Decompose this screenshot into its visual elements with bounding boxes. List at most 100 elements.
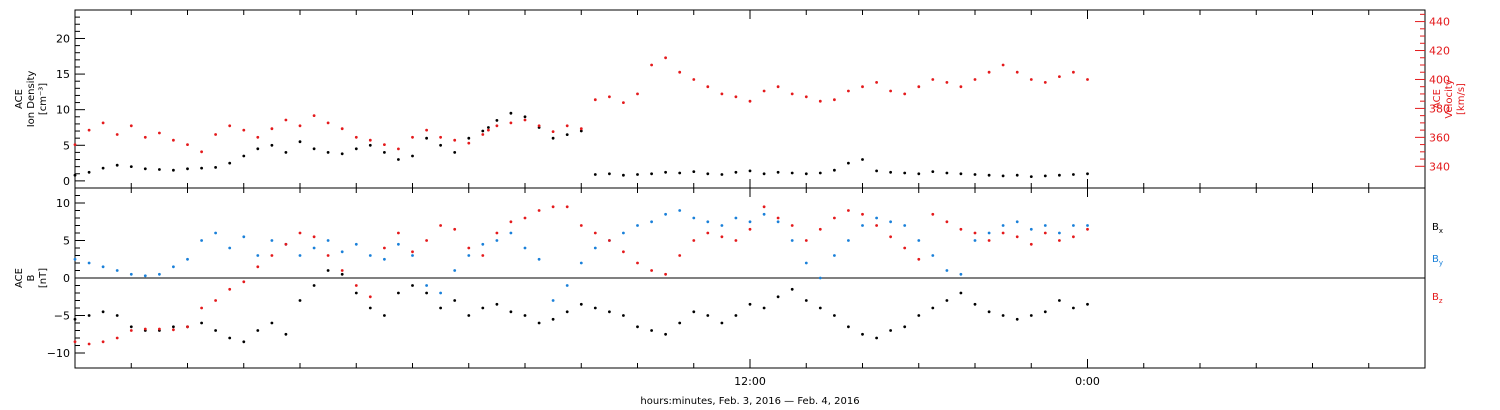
velocity-point xyxy=(537,124,541,128)
density-point xyxy=(186,167,189,171)
by-point xyxy=(186,257,189,261)
bz-point xyxy=(790,224,794,227)
bz-point xyxy=(903,246,907,250)
density-point xyxy=(861,158,864,161)
velocity-point xyxy=(692,78,696,81)
velocity-point xyxy=(256,135,260,139)
by-point xyxy=(551,299,555,302)
top-panel-frame xyxy=(74,9,1426,189)
by-point xyxy=(425,284,428,287)
bx-point xyxy=(861,332,864,336)
bx-point xyxy=(411,284,414,287)
by-point xyxy=(537,257,541,261)
bz-point xyxy=(636,261,639,265)
by-point xyxy=(256,254,260,257)
velocity-point xyxy=(87,128,91,132)
by-point xyxy=(467,254,471,257)
bz-point xyxy=(214,299,218,302)
bx-point xyxy=(608,310,611,314)
by-point xyxy=(143,274,147,278)
velocity-point xyxy=(523,118,527,122)
velocity-point xyxy=(1029,78,1033,81)
density-point xyxy=(579,129,583,133)
bz-point xyxy=(158,327,161,331)
velocity-point xyxy=(1058,75,1061,78)
density-point xyxy=(664,170,667,174)
by-point xyxy=(158,272,161,276)
bx-point xyxy=(73,317,77,321)
bz-point xyxy=(650,269,653,272)
bx-point xyxy=(1058,299,1061,302)
bz-point xyxy=(861,212,864,216)
bottom-left-tick-label: 0 xyxy=(63,272,70,285)
density-point xyxy=(467,136,471,140)
velocity-point xyxy=(186,143,189,147)
bz-point xyxy=(847,209,850,212)
bz-point xyxy=(242,280,246,284)
bottom-left-tick-label: −10 xyxy=(47,347,70,360)
by-point xyxy=(889,220,892,224)
density-point xyxy=(945,171,949,175)
velocity-point xyxy=(762,89,766,93)
by-point xyxy=(875,216,878,220)
velocity-point xyxy=(200,150,204,154)
bz-point xyxy=(931,212,935,216)
bx-point xyxy=(678,321,682,325)
legend-bz-sub: z xyxy=(1439,297,1443,305)
by-point xyxy=(509,231,513,235)
by-point xyxy=(1029,227,1033,231)
density-point xyxy=(748,169,752,173)
bottom-x-ticks xyxy=(130,188,1370,368)
density-point xyxy=(734,170,738,174)
bx-point xyxy=(903,325,907,329)
top-right-title-line3: [km/s] xyxy=(1456,83,1467,115)
legend-by: By xyxy=(1432,254,1443,267)
bx-point xyxy=(804,299,808,302)
bx-point xyxy=(453,299,457,302)
bz-point xyxy=(706,231,710,235)
bx-point xyxy=(326,269,330,272)
density-point xyxy=(340,152,344,156)
bz-point xyxy=(818,227,822,231)
legend-bx-sub: x xyxy=(1439,227,1443,235)
density-point xyxy=(411,154,414,158)
bx-point xyxy=(340,272,344,276)
by-point xyxy=(200,239,204,242)
bx-point xyxy=(228,336,232,340)
bz-point xyxy=(481,254,485,257)
bx-point xyxy=(101,310,105,314)
by-point xyxy=(833,254,836,257)
bx-point xyxy=(1072,306,1075,310)
by-point xyxy=(931,254,935,257)
top-right-tick-label: 360 xyxy=(1429,131,1450,144)
density-point xyxy=(425,136,428,140)
velocity-point xyxy=(622,101,625,104)
bz-point xyxy=(523,216,527,220)
bz-point xyxy=(397,231,400,235)
velocity-point xyxy=(804,95,808,99)
velocity-point xyxy=(354,135,358,139)
density-point xyxy=(875,169,878,173)
by-point xyxy=(748,220,752,224)
density-point xyxy=(678,171,682,175)
by-point xyxy=(903,224,907,227)
by-point xyxy=(664,212,667,216)
density-point xyxy=(1015,173,1019,177)
legend-bx-label: B xyxy=(1432,222,1439,233)
bx-point xyxy=(818,306,822,310)
density-point xyxy=(481,129,485,133)
velocity-point xyxy=(425,128,428,132)
density-point xyxy=(73,173,77,177)
bx-point xyxy=(762,306,766,310)
density-point xyxy=(565,133,569,137)
density-point xyxy=(200,166,204,170)
velocity-point xyxy=(495,124,499,128)
bz-point xyxy=(692,239,696,242)
velocity-point xyxy=(411,135,414,139)
density-point xyxy=(593,173,597,176)
bz-point xyxy=(1043,231,1047,235)
velocity-point xyxy=(1086,78,1089,81)
by-point xyxy=(439,291,442,295)
bz-point xyxy=(537,209,541,212)
density-point xyxy=(1058,173,1061,177)
